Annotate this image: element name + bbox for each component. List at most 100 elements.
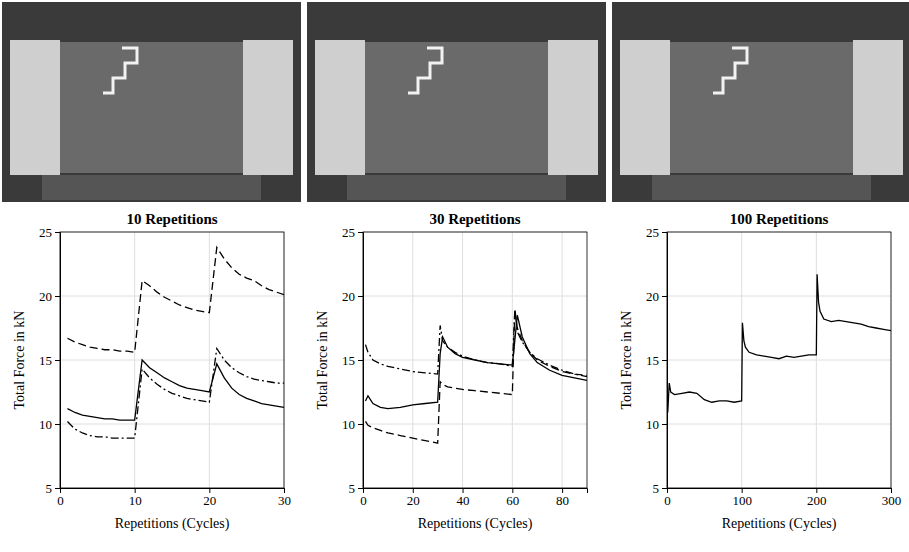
- photo: [612, 2, 909, 202]
- tick-label: 5: [46, 481, 53, 496]
- tick: 10: [39, 417, 60, 432]
- panel: 0100200300510152025100 RepetitionsRepeti…: [619, 211, 901, 532]
- tick: 10: [646, 417, 667, 432]
- tick: 15: [39, 353, 60, 368]
- tick-mark: [662, 424, 667, 425]
- tick: 20: [342, 289, 363, 304]
- axis-line: [358, 233, 364, 489]
- panel: 02040608051015202530 RepetitionsRepetiti…: [315, 211, 588, 532]
- axis-line: [662, 233, 668, 489]
- x-axis: 0100200300: [664, 488, 901, 508]
- tick-mark: [358, 424, 363, 425]
- tick-label: 10: [646, 417, 659, 432]
- y-axis-title: Total Force in kN: [12, 311, 27, 410]
- tick-mark: [55, 296, 60, 297]
- tick-mark: [55, 232, 60, 233]
- plot-area: [67, 247, 284, 438]
- tick-label: 60: [506, 493, 519, 508]
- grid-line: [667, 424, 891, 425]
- axis-line: [364, 489, 588, 494]
- x-axis-title: Repetitions (Cycles): [722, 516, 837, 532]
- tick-label: 15: [39, 353, 52, 368]
- tick: 25: [342, 225, 363, 240]
- speckled-side: [10, 40, 60, 175]
- tick: 20: [39, 289, 60, 304]
- speckled-side: [548, 40, 598, 175]
- crack-trace: [713, 48, 747, 93]
- photo-background: [307, 2, 606, 202]
- tick-label: 25: [39, 225, 52, 240]
- tick-label: 20: [203, 493, 216, 508]
- tick-label: 10: [39, 417, 52, 432]
- tick-mark: [662, 232, 667, 233]
- tick-label: 30: [278, 493, 291, 508]
- wall-panel: [60, 42, 243, 173]
- tick-label: 25: [342, 225, 355, 240]
- test-rig: [42, 175, 261, 200]
- plot-frame: [667, 232, 891, 488]
- wall-panel: [670, 42, 853, 173]
- tick: 0: [360, 488, 367, 508]
- photo-background: [2, 2, 301, 202]
- tick-label: 100: [732, 493, 752, 508]
- chart-title: 100 Repetitions: [730, 211, 829, 227]
- figure: 0 10 20 30 5 10 15 20 25 10 Repetitions Repetition…: [0, 0, 909, 552]
- tick: 25: [646, 225, 667, 240]
- photo: [307, 2, 606, 202]
- x-axis-title: Repetitions (Cycles): [115, 516, 230, 532]
- tick-label: 0: [57, 493, 64, 508]
- grid-line: [60, 424, 284, 425]
- tick: 100: [732, 488, 752, 508]
- wall-panel: [365, 42, 548, 173]
- tick-mark: [358, 360, 363, 361]
- series-line: [67, 360, 284, 420]
- grid-line: [667, 296, 891, 297]
- y-axis: 510152025: [342, 225, 364, 496]
- grid-line: [363, 296, 587, 297]
- tick-mark: [358, 232, 363, 233]
- panel: 010203051015202510 RepetitionsRepetition…: [12, 211, 291, 532]
- crack-trace: [103, 48, 137, 93]
- tick-label: 20: [646, 289, 659, 304]
- y-axis-title: Total Force in kN: [619, 311, 634, 410]
- tick: 5: [349, 481, 364, 496]
- tick-mark: [358, 296, 363, 297]
- tick-label: 40: [457, 493, 470, 508]
- y-axis-title: Total Force in kN: [315, 311, 330, 410]
- tick-label: 20: [407, 493, 420, 508]
- plot-area: [668, 274, 891, 412]
- plot-area: [365, 309, 587, 443]
- photo-background: [612, 2, 909, 202]
- tick: 5: [653, 481, 668, 496]
- speckled-side: [243, 40, 293, 175]
- test-rig: [347, 175, 566, 200]
- tick: 200: [807, 488, 827, 508]
- chart-title: 30 Repetitions: [429, 211, 520, 227]
- tick-mark: [358, 488, 363, 489]
- series-line: [67, 247, 284, 352]
- tick: 60: [506, 488, 519, 508]
- series-line: [365, 310, 587, 377]
- grid-line: [60, 296, 284, 297]
- tick-label: 20: [342, 289, 355, 304]
- tick: 20: [407, 488, 420, 508]
- tick: 15: [342, 353, 363, 368]
- tick-mark: [662, 296, 667, 297]
- series-line: [365, 309, 587, 443]
- plot-frame: [363, 232, 587, 488]
- test-rig: [652, 175, 871, 200]
- tick: 5: [46, 481, 61, 496]
- axis-line: [55, 233, 61, 489]
- speckled-side: [853, 40, 903, 175]
- tick-label: 15: [646, 353, 659, 368]
- tick: 15: [646, 353, 667, 368]
- chart-title: 10 Repetitions: [126, 211, 217, 227]
- series-line: [668, 274, 891, 412]
- photo: [2, 2, 301, 202]
- tick-mark: [662, 360, 667, 361]
- tick: 30: [278, 488, 291, 508]
- speckled-side: [620, 40, 670, 175]
- tick-label: 0: [664, 493, 671, 508]
- tick-label: 0: [360, 493, 367, 508]
- axis-line: [668, 489, 892, 494]
